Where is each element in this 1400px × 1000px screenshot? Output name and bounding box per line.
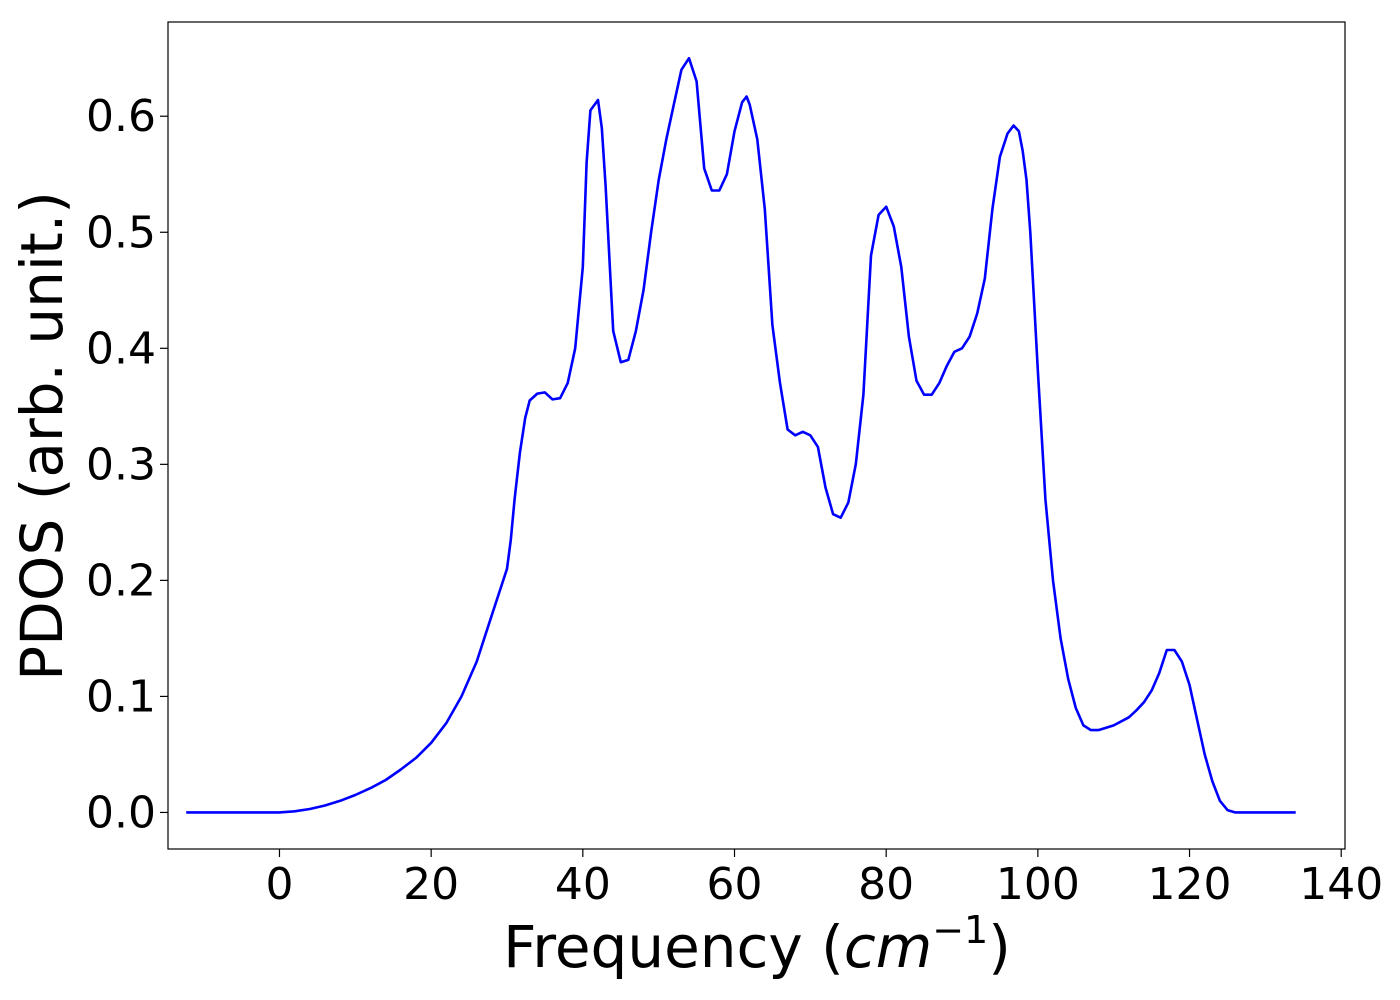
plot-area — [167, 21, 1346, 850]
x-tick-label: 140 — [1299, 859, 1383, 910]
y-tick-label: 0.1 — [86, 671, 156, 722]
x-tick-label: 20 — [403, 859, 459, 910]
x-tick-label: 0 — [265, 859, 293, 910]
y-tick-label: 0.3 — [86, 439, 156, 490]
x-axis-ticks: 0 20 40 60 80 100 120 140 — [265, 849, 1383, 910]
y-axis-ticks: 0.0 0.1 0.2 0.3 0.4 0.5 0.6 — [86, 91, 168, 838]
x-tick-label: 120 — [1148, 859, 1232, 910]
x-tick-label: 40 — [555, 859, 611, 910]
y-tick-label: 0.2 — [86, 555, 156, 606]
plot-frame — [167, 21, 1346, 850]
y-tick-label: 0.6 — [86, 91, 156, 142]
y-axis-label: PDOS (arb. unit.) — [8, 191, 76, 681]
series-line-0 — [186, 56, 1296, 814]
x-tick-label: 60 — [707, 859, 763, 910]
y-tick-label: 0.4 — [86, 323, 156, 374]
y-tick-label: 0.5 — [86, 207, 156, 258]
y-tick-label: 0.0 — [86, 787, 156, 838]
x-tick-label: 100 — [996, 859, 1080, 910]
x-axis-label: Frequency (cm−1) — [503, 908, 1011, 981]
x-tick-label: 80 — [858, 859, 914, 910]
